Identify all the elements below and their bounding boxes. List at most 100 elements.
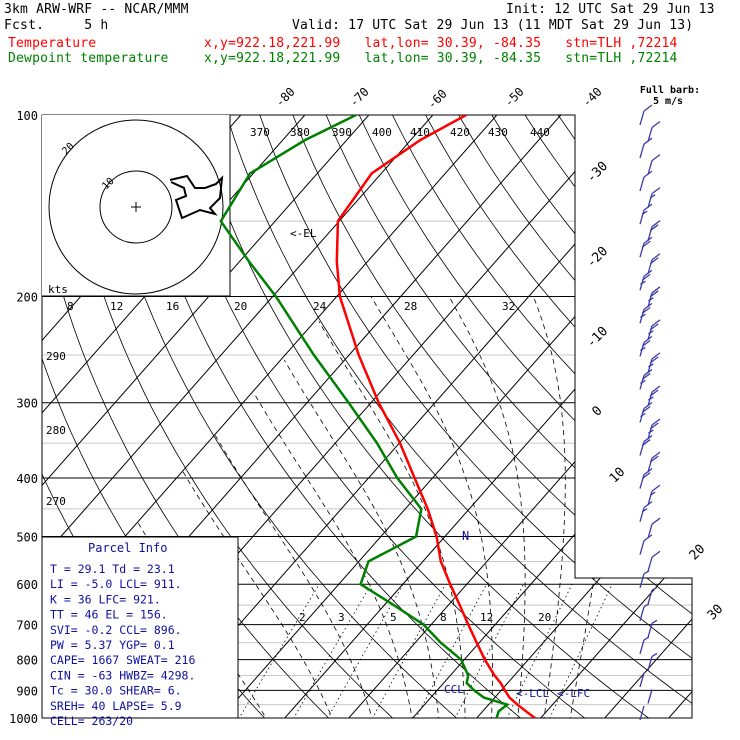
wind-barb <box>639 368 653 390</box>
wind-barb-staff <box>639 672 645 688</box>
wind-barb-flag <box>640 379 646 385</box>
wind-barb-flag <box>643 501 653 509</box>
theta-label: 420 <box>450 126 470 139</box>
moist-adiabat <box>370 296 493 718</box>
wind-barb <box>639 468 653 489</box>
wind-barb-staff <box>647 226 653 241</box>
pressure-tick-label: 900 <box>16 684 38 698</box>
wind-barb-flag <box>651 286 661 294</box>
wind-barb <box>647 619 658 638</box>
wind-barb-flag <box>640 280 646 285</box>
pressure-tick-label: 800 <box>16 654 38 668</box>
isotherm-label: -20 <box>584 244 611 271</box>
wind-barb-flag <box>651 253 661 261</box>
forecast-hour: Fcst. 5 h <box>4 18 109 33</box>
dry-adiabat <box>701 87 740 730</box>
wind-barb-staff <box>639 705 645 721</box>
hodograph-trace <box>169 174 224 220</box>
theta-label: 280 <box>46 424 66 437</box>
wind-barb-flag <box>649 389 659 397</box>
dry-adiabat <box>153 115 602 718</box>
wind-barb-staff <box>639 143 645 159</box>
wind-barb <box>647 154 661 175</box>
wind-barb <box>639 335 653 357</box>
wind-barb-flag <box>651 352 661 360</box>
wind-barb <box>647 418 661 440</box>
mixing-ratio-label: 20 <box>538 611 551 624</box>
mixing-ratio-label: 2 <box>299 611 306 624</box>
dry-adiabat <box>186 115 667 718</box>
wind-barb-flag <box>651 484 661 492</box>
wind-barb-staff <box>647 490 653 506</box>
dewpoint-location: x,y=922.18,221.99 lat,lon= 30.39, -84.35… <box>204 51 678 66</box>
full-barb-unit: 5 m/s <box>653 96 683 107</box>
pressure-tick-label: 100 <box>16 109 38 123</box>
dry-adiabat <box>636 115 692 718</box>
isotherm-line <box>657 115 692 718</box>
wind-barb <box>647 689 653 704</box>
wind-barb-flag <box>649 356 659 364</box>
moist-adiabat <box>533 296 566 718</box>
parcel-info-row: PW = 5.37 YGP= 0.1 <box>50 638 175 652</box>
mixing-ratio-line <box>543 584 613 718</box>
parcel-info-row: CELL= 263/20 <box>50 714 133 728</box>
parcel-info-row: T = 29.1 Td = 23.1 <box>50 562 175 576</box>
wind-barb-flag <box>651 319 661 327</box>
init-time: Init: 12 UTC Sat 29 Jun 13 <box>506 2 715 17</box>
wind-barb-flag <box>649 323 659 331</box>
isotherm-label: 20 <box>687 542 709 564</box>
wind-barb-flag <box>640 412 646 418</box>
wind-barb-flag <box>643 269 653 277</box>
wind-barb <box>639 104 653 126</box>
wind-barb-flag <box>641 273 651 281</box>
wind-barb-flag <box>641 372 651 380</box>
isotherm-label: -60 <box>425 87 450 112</box>
model-title: 3km ARW-WRF -- NCAR/MMM <box>4 2 189 17</box>
wind-barb-staff <box>647 160 653 175</box>
isotherm-line <box>273 115 692 718</box>
wind-barb-flag <box>641 405 651 414</box>
isotherm-line <box>42 115 394 718</box>
wind-barb-flag <box>643 570 650 575</box>
isotherm-line <box>401 115 692 718</box>
wind-barb <box>647 652 658 671</box>
isotherm-line <box>42 115 330 718</box>
wind-barb-flag <box>643 603 650 608</box>
wind-barb-flag <box>641 210 648 215</box>
parcel-info-row: CAPE= 1667 SWEAT= 216 <box>50 653 195 667</box>
isotherm-label: -50 <box>502 85 527 110</box>
mixing-ratio-label: 12 <box>480 611 493 624</box>
wind-barb-flag <box>643 401 653 410</box>
isotherm-line <box>465 115 692 718</box>
wind-barb-flag <box>643 534 653 542</box>
wind-barb-flag <box>643 203 653 211</box>
wind-barb <box>639 534 653 555</box>
wind-barb-staff <box>647 524 653 539</box>
wind-barb <box>639 636 650 655</box>
hodograph-x-label: 24 <box>313 300 327 313</box>
wind-barb-staff <box>647 259 653 274</box>
moist-adiabat <box>214 435 377 718</box>
mixing-ratio-label: 5 <box>390 611 397 624</box>
isotherm-label: 0 <box>589 403 605 419</box>
hodograph-ring <box>48 119 224 295</box>
dry-adiabat <box>668 115 692 718</box>
ccl-marker: CCL <box>444 683 464 696</box>
wind-barb <box>639 236 653 258</box>
parcel-info-row: SVI= -0.2 CCL= 896. <box>50 623 182 637</box>
wind-barb-flag <box>651 220 661 228</box>
dry-adiabat <box>218 115 692 718</box>
dewpoint-legend: Dewpoint temperature <box>8 51 169 66</box>
wind-barb-flag <box>643 335 653 343</box>
mixing-ratio-label: 8 <box>440 611 447 624</box>
wind-barb <box>647 352 661 374</box>
temperature-legend: Temperature <box>8 36 97 51</box>
wind-barb-staff <box>647 193 653 208</box>
wind-barb-flag <box>648 297 654 302</box>
wind-barb-staff <box>639 573 645 588</box>
mixing-ratio-line <box>231 583 320 718</box>
lfc-marker: <-LFC <box>557 687 590 700</box>
dry-adiabat <box>282 115 692 718</box>
wind-barb-staff <box>647 656 653 671</box>
